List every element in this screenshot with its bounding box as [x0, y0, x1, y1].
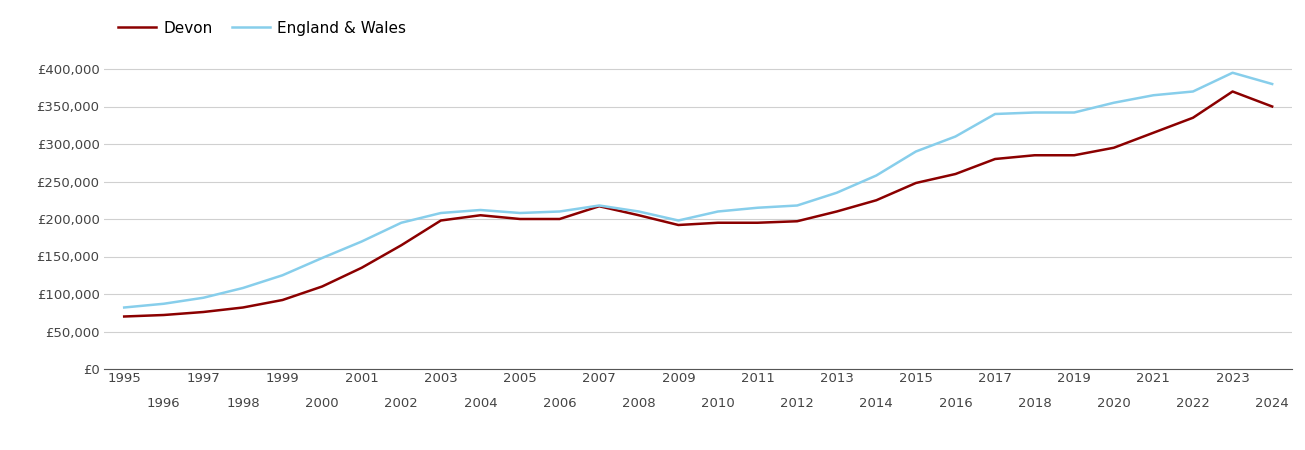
Devon [512, 216, 527, 222]
England & Wales [116, 305, 132, 310]
Devon [632, 212, 647, 218]
England & Wales [790, 203, 805, 208]
Devon [749, 220, 765, 225]
England & Wales [947, 134, 963, 139]
Devon [1265, 104, 1280, 109]
Devon [1066, 153, 1082, 158]
Devon [354, 265, 369, 270]
Devon [1224, 89, 1240, 94]
England & Wales [1146, 93, 1161, 98]
Devon [1027, 153, 1043, 158]
England & Wales [1027, 110, 1043, 115]
Devon [155, 312, 171, 318]
England & Wales [1105, 100, 1121, 105]
Devon [235, 305, 251, 310]
Line: England & Wales: England & Wales [124, 73, 1272, 307]
Devon [868, 198, 883, 203]
England & Wales [1265, 81, 1280, 87]
Devon [275, 297, 291, 303]
Devon [947, 171, 963, 177]
England & Wales [988, 111, 1004, 117]
England & Wales [552, 209, 568, 214]
England & Wales [472, 207, 488, 213]
Devon [591, 203, 607, 209]
England & Wales [275, 273, 291, 278]
England & Wales [710, 209, 726, 214]
Devon [829, 209, 844, 214]
Devon [790, 219, 805, 224]
England & Wales [829, 190, 844, 195]
England & Wales [354, 239, 369, 244]
England & Wales [749, 205, 765, 211]
England & Wales [671, 218, 686, 223]
Line: Devon: Devon [124, 91, 1272, 316]
Devon [988, 156, 1004, 162]
England & Wales [155, 301, 171, 306]
Devon [393, 243, 408, 248]
Legend: Devon, England & Wales: Devon, England & Wales [112, 14, 412, 41]
Devon [472, 212, 488, 218]
England & Wales [433, 210, 449, 216]
England & Wales [632, 209, 647, 214]
England & Wales [235, 285, 251, 291]
Devon [552, 216, 568, 222]
England & Wales [1224, 70, 1240, 76]
England & Wales [1185, 89, 1201, 94]
Devon [671, 222, 686, 228]
England & Wales [393, 220, 408, 225]
England & Wales [591, 203, 607, 208]
Devon [908, 180, 924, 186]
Devon [116, 314, 132, 319]
Devon [315, 284, 330, 289]
England & Wales [196, 295, 211, 301]
Devon [196, 309, 211, 315]
Devon [710, 220, 726, 225]
Devon [433, 218, 449, 223]
England & Wales [868, 173, 883, 178]
England & Wales [512, 210, 527, 216]
Devon [1105, 145, 1121, 150]
Devon [1146, 130, 1161, 135]
Devon [1185, 115, 1201, 121]
England & Wales [315, 255, 330, 261]
England & Wales [908, 149, 924, 154]
England & Wales [1066, 110, 1082, 115]
